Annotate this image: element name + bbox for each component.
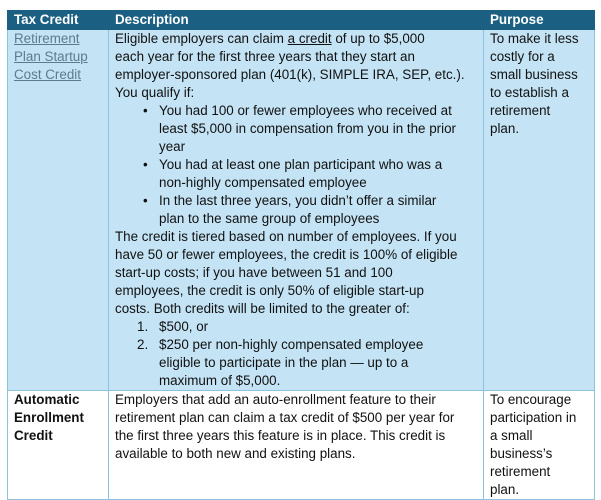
text-line: maximum of $5,000. [159, 373, 281, 388]
text-line: retirement plan can claim a tax credit o… [115, 410, 455, 425]
bullet-icon: • [143, 157, 148, 172]
text-line: year [159, 139, 186, 154]
text-line: Employers that add an auto-enrollment fe… [115, 392, 436, 407]
list-item: 2. $250 per non-highly compensated employ… [115, 336, 477, 354]
table-row: Automatic Enrollment Credit Employers that… [7, 390, 595, 500]
header-row: Tax Credit Description Purpose [7, 10, 595, 30]
list-number: 2. [137, 337, 149, 352]
list-item: • You had at least one plan participant w… [115, 156, 477, 192]
list-item: maximum of $5,000. [115, 372, 477, 390]
text-line: You had at least one plan participant wh… [159, 157, 443, 172]
text-line: have 50 or fewer employees, the credit i… [115, 247, 458, 262]
text-line: to establish a [490, 85, 569, 100]
bullet-icon: • [143, 193, 148, 208]
text-line: In the last three years, you didn’t offe… [159, 193, 437, 208]
a-credit-link[interactable]: a credit [287, 31, 332, 46]
text-line: small business [490, 67, 578, 82]
text-line: $250 per non-highly compensated employee [159, 337, 424, 352]
text: of up to $5,000 [331, 31, 425, 46]
text-line: employees, the credit is only 50% of eli… [115, 283, 424, 298]
purpose-cell: To encourage participation in a small busin… [483, 390, 595, 500]
tax-credit-table: Tax Credit Description Purpose Retiremen… [7, 10, 595, 500]
text-line: business’s [490, 446, 553, 461]
text-line: The credit is tiered based on number of … [115, 229, 457, 244]
text: Eligible employers can claim [115, 31, 288, 46]
description-tier: The credit is tiered based on number of … [115, 228, 477, 318]
table-row: Retirement Plan Startup Cost Credit Eligib… [7, 29, 595, 391]
description-line: Eligible employers can claim a credit of… [115, 30, 477, 48]
text-line: Plan Startup [14, 49, 88, 64]
text-line: Retirement [14, 31, 80, 46]
text-line: To make it less [490, 31, 579, 46]
list-item: • In the last three years, you didn’t off… [115, 192, 477, 228]
qualification-list: • You had 100 or fewer employees who rece… [115, 102, 477, 228]
text-line: Automatic [14, 392, 80, 407]
text-line: participation in [490, 410, 577, 425]
text-line: Cost Credit [14, 67, 81, 82]
limit-list: 1. $500, or 2. $250 per non-highly compensa… [115, 318, 477, 390]
text-line: costly for a [490, 49, 555, 64]
list-item: eligible to participate in the plan — up… [115, 354, 477, 372]
text-line: plan. [490, 121, 520, 136]
credit-name-cell: Automatic Enrollment Credit [7, 390, 109, 500]
text-line: $500, or [159, 319, 209, 334]
bullet-icon: • [143, 103, 148, 118]
text-line: the first three years this feature is in… [115, 428, 446, 443]
list-number: 1. [137, 319, 149, 334]
retirement-plan-startup-link[interactable]: Retirement Plan Startup Cost Credit [14, 30, 102, 84]
text-line: available to both new and existing plans… [115, 446, 356, 461]
text-line: employer-sponsored plan (401(k), SIMPLE … [115, 67, 465, 82]
credit-name-cell: Retirement Plan Startup Cost Credit [7, 29, 109, 391]
header-description: Description [108, 10, 484, 30]
text-line: eligible to participate in the plan — up… [159, 355, 409, 370]
text-line: You qualify if: [115, 85, 195, 100]
text-line: You had 100 or fewer employees who recei… [159, 103, 452, 118]
description-cell: Employers that add an auto-enrollment fe… [108, 390, 484, 500]
text-line: start-up costs; if you have between 51 a… [115, 265, 393, 280]
description-intro: each year for the first three years that… [115, 48, 477, 102]
text-line: a small [490, 428, 533, 443]
text-line: Enrollment [14, 410, 84, 425]
text-line: each year for the first three years that… [115, 49, 415, 64]
description-cell: Eligible employers can claim a credit of… [108, 29, 484, 391]
text-line: retirement [490, 103, 551, 118]
text-line: plan to the same group of employees [159, 211, 380, 226]
text-line: To encourage [490, 392, 572, 407]
text-line: Credit [14, 428, 53, 443]
text-line: non-highly compensated employee [159, 175, 367, 190]
text-line: plan. [490, 482, 520, 497]
text-line: least $5,000 in compensation from you in… [159, 121, 456, 136]
purpose-cell: To make it less costly for a small busines… [483, 29, 595, 391]
text-line: costs. Both credits will be limited to t… [115, 301, 410, 316]
list-item: • You had 100 or fewer employees who rece… [115, 102, 477, 156]
header-purpose: Purpose [483, 10, 595, 30]
text-line: retirement [490, 464, 551, 479]
header-tax-credit: Tax Credit [7, 10, 109, 30]
list-item: 1. $500, or [115, 318, 477, 336]
